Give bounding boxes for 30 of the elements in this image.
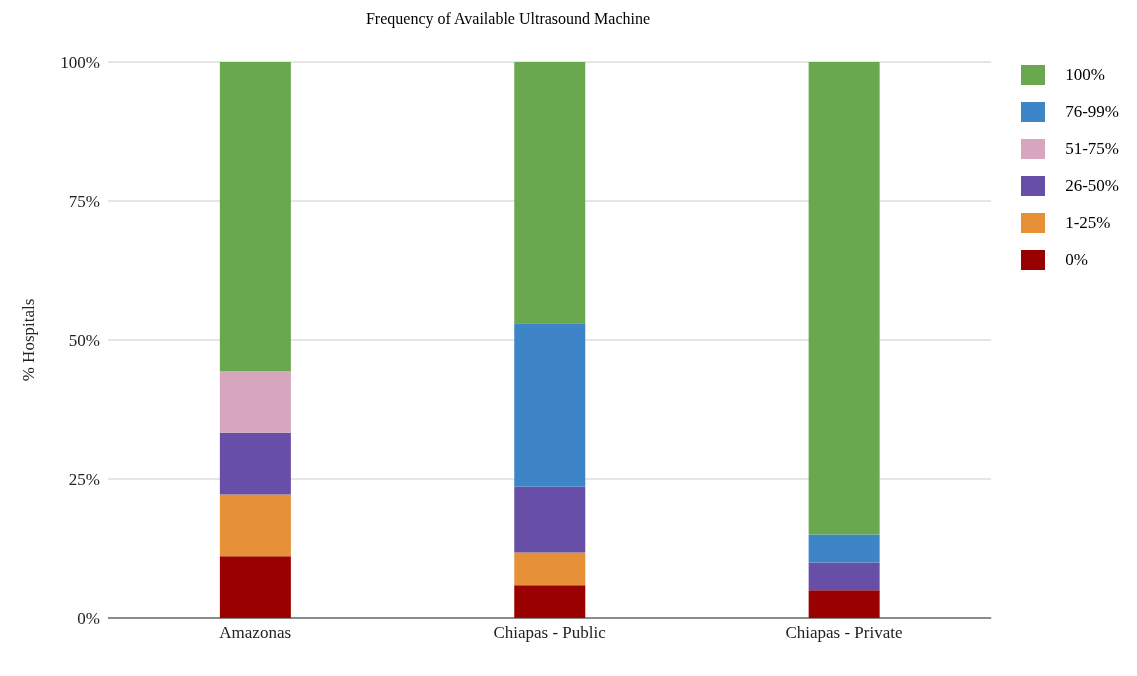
legend-label: 1-25% (1065, 212, 1111, 233)
bar (219, 371, 291, 433)
legend-label: 100% (1065, 64, 1105, 85)
y-axis-title: % Hospitals (19, 298, 39, 382)
bar (219, 494, 291, 557)
x-tick-label: Amazonas (219, 623, 292, 643)
bar (514, 486, 586, 553)
chart-title: Frequency of Available Ultrasound Machine (364, 10, 652, 28)
bar (514, 585, 586, 618)
y-tick-label: 0% (77, 609, 100, 629)
legend-label: 76-99% (1065, 101, 1119, 122)
bar (514, 62, 586, 324)
legend-label: 26-50% (1065, 175, 1119, 196)
bar (219, 62, 291, 372)
legend-label: 51-75% (1065, 138, 1119, 159)
y-tick-label: 25% (68, 470, 100, 490)
bar (219, 556, 291, 618)
y-tick-label: 100% (60, 53, 100, 73)
bar (808, 534, 880, 563)
bar (514, 552, 586, 586)
y-tick-label: 75% (68, 192, 100, 212)
x-tick-label: Chiapas - Public (493, 623, 607, 643)
bar (808, 562, 880, 591)
bar (808, 62, 880, 535)
bar (219, 432, 291, 495)
bar (808, 590, 880, 618)
x-tick-label: Chiapas - Private (785, 623, 903, 643)
legend-label: 0% (1065, 249, 1088, 270)
y-tick-label: 50% (68, 331, 100, 351)
bar (514, 323, 586, 487)
